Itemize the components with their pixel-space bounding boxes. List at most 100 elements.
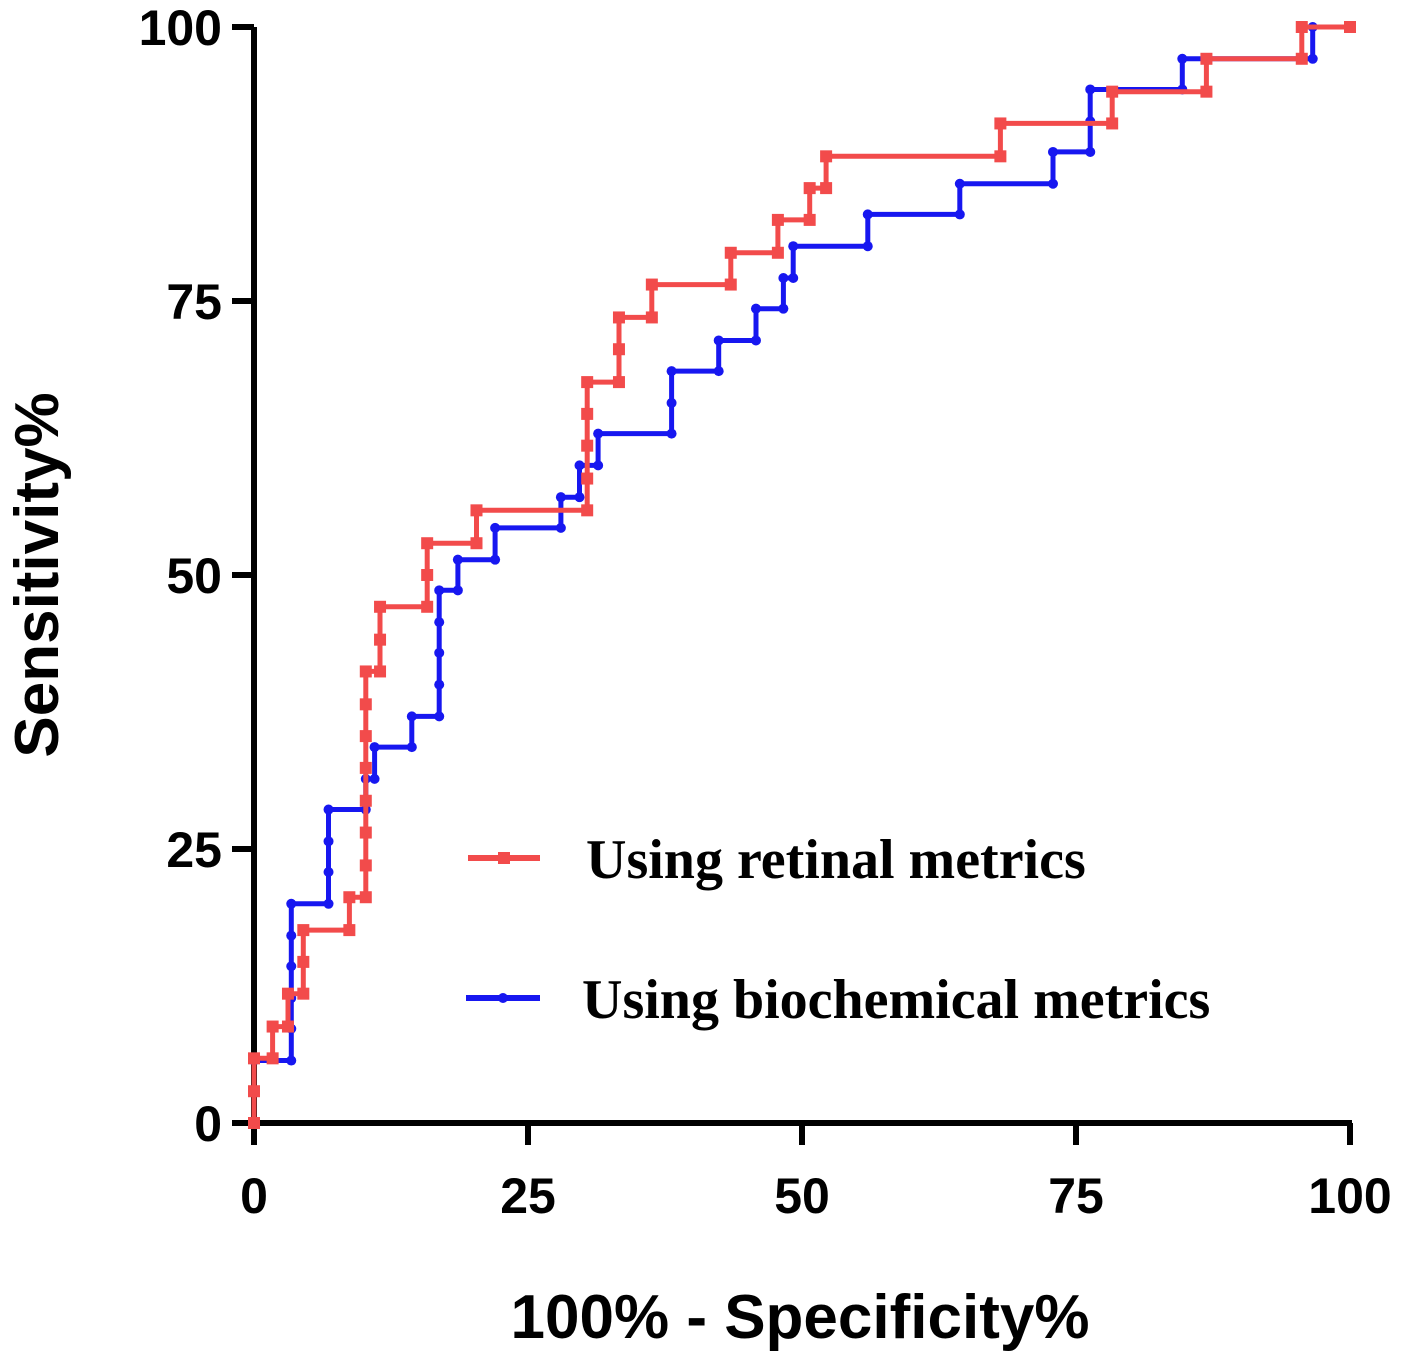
data-point-biochemical — [434, 679, 445, 690]
data-point-retinal — [359, 891, 372, 904]
data-point-retinal — [359, 826, 372, 839]
data-point-retinal — [297, 987, 310, 1000]
legend-label-biochemical: Using biochemical metrics — [582, 969, 1210, 1031]
data-point-retinal — [581, 407, 594, 420]
legend-marker-biochemical — [498, 993, 508, 1003]
data-point-biochemical — [1085, 84, 1096, 95]
data-point-retinal — [359, 730, 372, 743]
series-line-retinal — [251, 24, 1350, 1123]
data-point-retinal — [248, 1117, 260, 1129]
x-axis-title: 100% - Specificity% — [511, 1283, 1090, 1352]
data-point-retinal — [281, 1020, 294, 1033]
data-point-biochemical — [954, 209, 965, 220]
data-point-retinal — [1295, 21, 1308, 33]
data-point-retinal — [470, 537, 483, 550]
data-point-retinal — [581, 504, 594, 517]
data-point-retinal — [612, 376, 625, 389]
data-point-retinal — [266, 1052, 279, 1065]
y-tick-label: 50 — [166, 548, 222, 604]
data-point-retinal — [297, 924, 310, 937]
data-point-retinal — [1344, 21, 1356, 33]
x-tick-label: 25 — [500, 1168, 556, 1224]
data-point-retinal — [1106, 117, 1119, 130]
data-point-retinal — [820, 182, 833, 195]
data-point-retinal — [421, 537, 434, 550]
data-point-biochemical — [593, 428, 604, 439]
data-point-biochemical — [862, 209, 873, 220]
data-point-biochemical — [954, 178, 965, 189]
data-point-retinal — [645, 278, 658, 291]
data-point-biochemical — [286, 961, 297, 972]
data-point-biochemical — [434, 585, 445, 596]
data-point-biochemical — [555, 522, 566, 533]
data-point-biochemical — [323, 898, 334, 909]
data-point-retinal — [281, 987, 294, 1000]
legend-item-biochemical: Using biochemical metrics — [466, 969, 1210, 1031]
data-point-retinal — [1200, 85, 1213, 98]
data-point-biochemical — [666, 397, 677, 408]
data-point-retinal — [581, 472, 594, 485]
data-point-retinal — [645, 311, 658, 324]
data-point-retinal — [421, 569, 434, 581]
data-point-biochemical — [574, 460, 585, 471]
legend: Using retinal metrics Using biochemical … — [466, 829, 1210, 1031]
data-point-retinal — [359, 665, 372, 678]
data-point-biochemical — [490, 522, 501, 533]
data-point-retinal — [803, 182, 816, 195]
data-point-retinal — [374, 665, 387, 678]
legend-marker-retinal — [498, 852, 510, 864]
data-point-biochemical — [286, 898, 297, 909]
data-point-biochemical — [666, 428, 677, 439]
data-point-retinal — [266, 1020, 279, 1033]
data-point-biochemical — [1307, 53, 1318, 64]
data-point-biochemical — [555, 492, 566, 503]
data-point-retinal — [359, 761, 372, 774]
data-point-biochemical — [750, 335, 761, 346]
data-point-retinal — [359, 859, 372, 872]
data-point-biochemical — [434, 711, 445, 722]
data-point-biochemical — [1047, 178, 1058, 189]
data-point-biochemical — [778, 272, 789, 283]
data-point-retinal — [248, 1085, 260, 1098]
data-point-biochemical — [323, 867, 334, 878]
y-axis-title: Sensitivity% — [3, 392, 72, 757]
data-point-biochemical — [286, 1055, 297, 1066]
data-point-retinal — [343, 924, 356, 937]
data-point-retinal — [724, 246, 737, 259]
legend-item-retinal: Using retinal metrics — [468, 829, 1086, 891]
y-tick-label: 25 — [166, 822, 222, 878]
data-point-retinal — [581, 439, 594, 452]
legend-label-retinal: Using retinal metrics — [586, 829, 1086, 891]
data-point-retinal — [820, 150, 833, 163]
data-point-biochemical — [778, 303, 789, 314]
data-point-retinal — [297, 955, 310, 968]
series-line-biochemical — [251, 27, 1316, 1123]
data-point-retinal — [374, 633, 387, 646]
data-point-retinal — [771, 246, 784, 259]
data-point-retinal — [803, 213, 816, 226]
data-point-biochemical — [1177, 53, 1188, 64]
data-point-biochemical — [434, 617, 445, 628]
data-point-retinal — [1200, 52, 1213, 65]
y-tick-label: 100 — [139, 0, 222, 56]
data-point-biochemical — [593, 460, 604, 471]
data-point-biochemical — [434, 647, 445, 658]
data-point-retinal — [1106, 85, 1119, 98]
data-point-retinal — [581, 376, 594, 389]
data-point-retinal — [724, 278, 737, 291]
data-point-biochemical — [323, 836, 334, 847]
y-tick-label: 75 — [166, 274, 222, 330]
data-point-biochemical — [713, 366, 724, 377]
data-point-retinal — [343, 891, 356, 904]
data-point-retinal — [374, 600, 387, 613]
data-point-retinal — [612, 343, 625, 356]
data-point-biochemical — [750, 303, 761, 314]
data-point-retinal — [771, 213, 784, 226]
data-point-retinal — [1295, 52, 1308, 65]
data-point-biochemical — [369, 742, 380, 753]
y-tick-label: 0 — [194, 1096, 222, 1152]
data-point-biochemical — [406, 742, 417, 753]
data-point-biochemical — [286, 930, 297, 941]
x-tick-label: 75 — [1048, 1168, 1104, 1224]
data-point-retinal — [248, 1052, 260, 1065]
